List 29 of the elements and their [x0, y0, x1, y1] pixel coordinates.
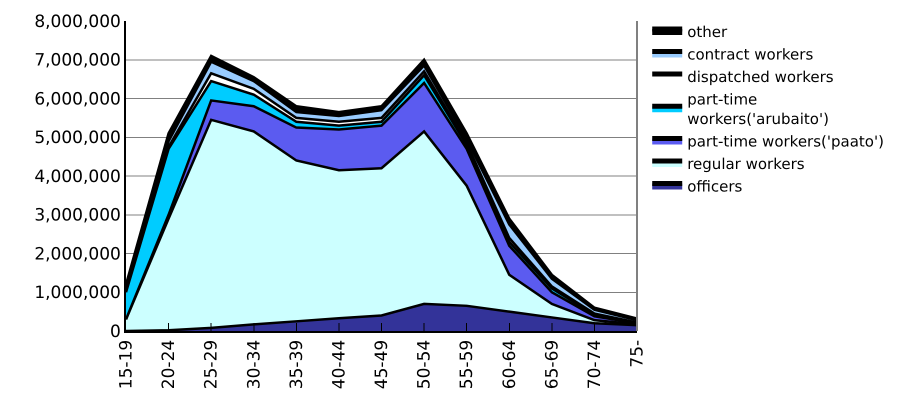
- x-tick-label: 55-59: [457, 340, 478, 390]
- x-tick-label: 40-44: [329, 340, 350, 390]
- x-tick-label: 45-49: [372, 340, 392, 390]
- x-tick-label: 35-39: [286, 340, 307, 390]
- x-tick-label: 50-54: [414, 340, 435, 390]
- x-tick-label: 75-: [628, 340, 648, 368]
- x-tick-label: 20-24: [159, 340, 180, 390]
- x-tick-label: 25-29: [202, 340, 222, 390]
- y-tick-label: 3,000,000: [34, 206, 121, 226]
- y-tick-label: 1,000,000: [34, 283, 121, 304]
- y-tick-label: 5,000,000: [34, 128, 121, 148]
- x-tick-label: 60-64: [500, 340, 520, 390]
- legend-label: contract workers: [687, 45, 814, 64]
- legend-label: part-time workers('arubaito'): [687, 90, 829, 128]
- x-tick-label: 65-69: [542, 340, 562, 390]
- x-tick-label: 30-34: [244, 340, 264, 390]
- y-tick-label: 7,000,000: [34, 50, 121, 71]
- legend-label: dispatched workers: [687, 68, 834, 86]
- legend-label: part-time workers('paato'): [687, 132, 884, 150]
- x-tick-label: 70-74: [584, 340, 605, 390]
- y-tick-label: 0: [110, 322, 121, 342]
- y-tick-label: 4,000,000: [34, 166, 121, 187]
- legend-label: other: [687, 22, 728, 41]
- legend-label: regular workers: [687, 154, 805, 173]
- y-tick-label: 8,000,000: [34, 12, 121, 32]
- y-tick-label: 2,000,000: [34, 244, 121, 264]
- legend-label: officers: [687, 177, 743, 196]
- y-tick-label: 6,000,000: [34, 89, 121, 110]
- x-tick-label: 15-19: [116, 340, 137, 390]
